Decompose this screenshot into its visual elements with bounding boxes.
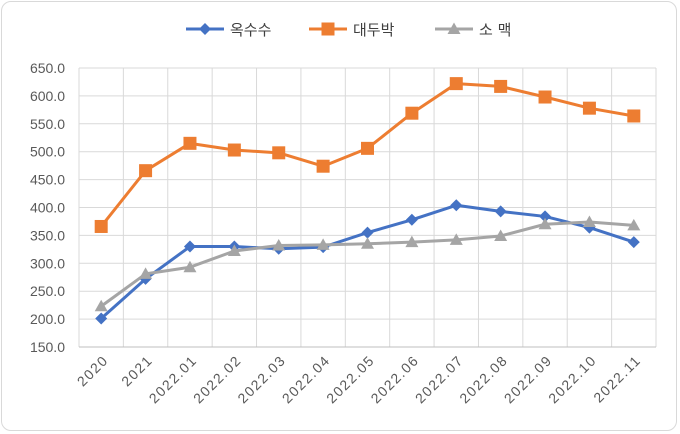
y-tick-label: 600.0	[30, 88, 65, 104]
y-tick-label: 650.0	[30, 60, 65, 76]
data-point	[227, 244, 241, 257]
y-tick-label: 250.0	[30, 283, 65, 299]
y-tick-label: 500.0	[30, 144, 65, 160]
legend-marker	[199, 23, 211, 35]
data-point	[405, 235, 419, 248]
y-axis-ticks: 150.0 200.0 250.0 300.0 350.0 400.0 450.0 500.0…	[30, 60, 65, 355]
data-point	[627, 109, 641, 123]
legend-item: 소 맥	[435, 21, 511, 39]
series-2	[94, 77, 641, 233]
x-tick-label: 2022.11	[590, 352, 644, 406]
data-point	[627, 236, 640, 249]
data-point	[361, 226, 374, 239]
legend: 옥수수 대두박 소 맥	[186, 21, 511, 39]
data-point	[139, 267, 153, 279]
data-point	[94, 299, 108, 312]
data-point	[582, 101, 596, 115]
legend-marker	[447, 22, 461, 34]
x-tick-label: 2020	[74, 352, 112, 390]
series-line	[100, 82, 635, 228]
data-point	[316, 238, 330, 250]
gridlines	[79, 67, 656, 348]
data-point	[139, 164, 153, 178]
data-point	[316, 159, 330, 173]
x-tick-label: 2022.10	[545, 352, 600, 407]
data-point	[405, 106, 419, 120]
data-point	[272, 146, 286, 160]
data-point	[183, 260, 197, 273]
data-point	[449, 233, 463, 245]
y-tick-label: 350.0	[30, 227, 65, 243]
data-point	[494, 205, 507, 218]
legend-label: 대두박	[353, 21, 395, 39]
data-point	[494, 229, 508, 241]
x-tick-label: 2021	[118, 352, 156, 390]
data-point	[183, 136, 197, 150]
legend-label: 소 맥	[479, 21, 511, 39]
y-tick-label: 550.0	[30, 116, 65, 132]
data-point	[361, 237, 374, 249]
y-tick-label: 200.0	[30, 311, 65, 327]
data-point	[94, 219, 108, 233]
data-point	[405, 213, 418, 226]
data-point	[450, 199, 463, 212]
data-point	[627, 218, 641, 231]
data-point	[582, 215, 596, 228]
axes	[78, 68, 657, 348]
data-point	[183, 240, 196, 253]
data-point	[538, 90, 552, 104]
data-point	[361, 141, 374, 155]
x-axis-ticks: 2020 20212022.012022.022022.032022.042022…	[74, 352, 644, 407]
y-tick-label: 300.0	[30, 255, 65, 271]
y-tick-label: 150.0	[30, 339, 65, 355]
data-point	[272, 238, 286, 251]
legend-label: 옥수수	[230, 21, 271, 39]
series-3	[94, 215, 641, 312]
data-point	[539, 210, 552, 223]
data-point	[449, 77, 463, 91]
data-point	[227, 143, 241, 157]
data-point	[95, 312, 108, 325]
legend-marker	[321, 22, 335, 36]
y-tick-label: 450.0	[30, 172, 65, 188]
series-lines	[94, 77, 641, 325]
series-1	[95, 199, 640, 325]
data-point	[494, 79, 508, 93]
series-line	[100, 203, 635, 320]
y-tick-label: 400.0	[30, 200, 65, 216]
data-point	[538, 217, 552, 230]
legend-item: 대두박	[309, 21, 395, 39]
legend-item: 옥수수	[186, 21, 271, 39]
